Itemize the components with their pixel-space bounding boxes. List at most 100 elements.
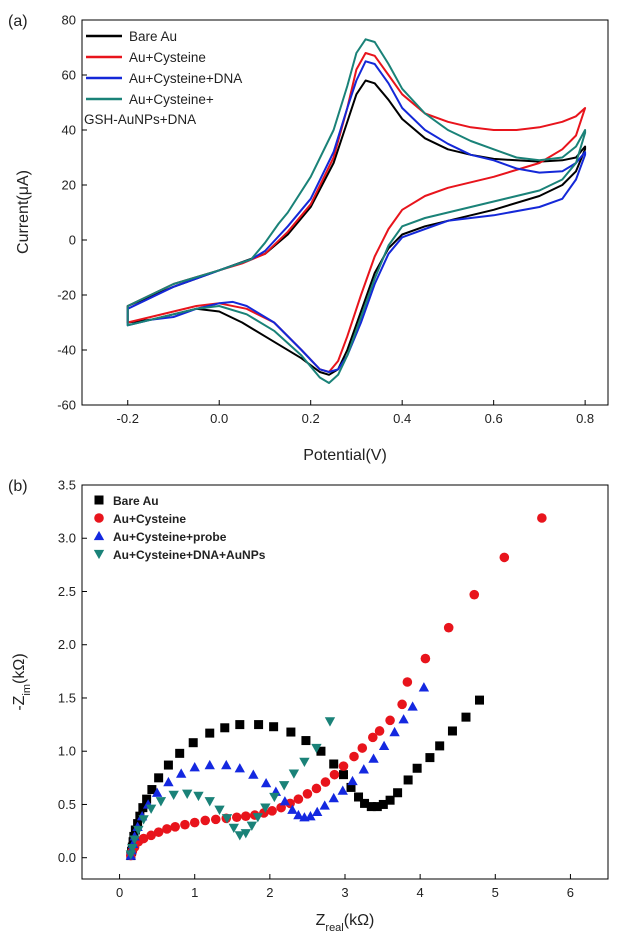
- data-point-au-cysteine-probe: [378, 740, 390, 751]
- legend-marker-au-cysteine-dna-aunps: [93, 549, 105, 560]
- panel-a-y-tick-label: 60: [62, 68, 76, 83]
- data-point-bare-au: [366, 802, 376, 812]
- data-point-au-cysteine: [402, 677, 413, 687]
- panel-a-x-tick-label: 0.8: [576, 411, 594, 426]
- panel-b-y-tick-label: 0.5: [58, 797, 76, 812]
- data-point-bare-au: [412, 763, 422, 773]
- data-point-bare-au: [354, 792, 364, 802]
- panel-b-label: (b): [8, 478, 28, 495]
- data-point-au-cysteine-dna-aunps: [234, 831, 245, 841]
- data-point-au-cysteine-probe: [279, 796, 291, 806]
- legend-label-au-cysteine: Au+Cysteine: [129, 50, 206, 65]
- panel-a-label: (a): [8, 13, 28, 30]
- data-point-au-cysteine-probe: [319, 800, 330, 810]
- panel-b-x-tick-label: 6: [567, 885, 574, 900]
- data-point-au-cysteine: [357, 743, 368, 753]
- panel-a-legend: Bare Au Au+Cysteine Au+Cysteine+DNA Au+Cyst…: [84, 29, 242, 127]
- data-point-au-cysteine: [420, 653, 431, 664]
- panel-b-y-tick-label: 3.5: [58, 478, 76, 493]
- data-point-au-cysteine-probe: [176, 768, 187, 778]
- legend-label-au-cysteine-dna: Au+Cysteine+DNA: [129, 71, 242, 86]
- data-point-au-cysteine: [374, 726, 385, 736]
- data-point-au-cysteine: [469, 589, 480, 600]
- data-point-bare-au: [254, 720, 264, 730]
- data-point-au-cysteine: [267, 806, 277, 816]
- series-au-cysteine-dna-aunps: [125, 717, 336, 860]
- data-point-bare-au: [235, 720, 245, 730]
- data-point-au-cysteine-dna-aunps: [138, 815, 149, 825]
- panel-b-legend: Bare Au Au+Cysteine Au+Cysteine+probe Au+Cy…: [93, 494, 266, 562]
- data-point-au-cysteine-dna-aunps: [133, 825, 144, 836]
- data-point-au-cysteine: [537, 513, 547, 523]
- data-point-au-cysteine: [443, 622, 454, 633]
- data-point-au-cysteine-dna-aunps: [240, 829, 251, 839]
- data-point-bare-au: [338, 770, 348, 780]
- data-point-au-cysteine-dna-aunps: [204, 797, 215, 807]
- panel-b-x-tick-label: 2: [266, 885, 273, 900]
- data-point-bare-au: [329, 759, 339, 769]
- panel-b-x-tick-label: 4: [417, 885, 424, 900]
- panel-b: (b) 0 1 2 3 4 5 6 0.0 0.5 1.0 1.5 2.0 2.5 3.0 3.5 Zre…: [8, 478, 609, 934]
- data-point-bare-au: [220, 723, 230, 733]
- data-point-bare-au: [393, 788, 403, 798]
- data-point-au-cysteine-probe: [418, 682, 430, 692]
- panel-a-frame: [81, 19, 609, 406]
- data-point-au-cysteine-probe: [151, 787, 163, 797]
- data-point-au-cysteine-dna-aunps: [324, 717, 336, 727]
- data-point-au-cysteine-probe: [163, 776, 174, 787]
- data-point-bare-au: [154, 773, 164, 783]
- legend-marker-au-cysteine-probe: [93, 530, 105, 541]
- panel-a-x-tick-label: 0.6: [485, 411, 503, 426]
- data-point-au-cysteine-dna-aunps: [155, 797, 167, 807]
- data-point-au-cysteine-dna-aunps: [127, 843, 138, 854]
- panel-b-y-tick-label: 0.0: [58, 850, 76, 865]
- panel-a-x-tick-label: 0.2: [302, 411, 320, 426]
- data-point-bare-au: [269, 722, 279, 732]
- data-point-au-cysteine-probe: [260, 777, 272, 788]
- data-point-au-cysteine: [397, 699, 407, 710]
- legend-label-bare-au: Bare Au: [113, 494, 159, 508]
- data-point-au-cysteine-probe: [337, 785, 348, 795]
- data-point-au-cysteine-dna-aunps: [252, 813, 264, 823]
- data-point-bare-au: [147, 785, 157, 795]
- panel-a-y-tick-label: 20: [62, 178, 76, 193]
- data-point-au-cysteine-probe: [248, 769, 259, 779]
- data-point-au-cysteine: [349, 751, 359, 762]
- data-point-au-cysteine-dna-aunps: [246, 821, 257, 831]
- panel-a-y-tick-label: 0: [69, 233, 76, 248]
- panel-b-frame: [81, 484, 609, 880]
- panel-b-x-tick-label: 0: [116, 885, 123, 900]
- data-point-bare-au: [163, 760, 173, 770]
- data-point-au-cysteine-dna-aunps: [125, 850, 137, 860]
- data-point-au-cysteine: [241, 811, 251, 821]
- data-point-bare-au: [188, 738, 198, 748]
- data-point-au-cysteine-dna-aunps: [168, 790, 179, 801]
- series-au-cysteine-probe: [125, 682, 430, 860]
- panel-b-y-tick-label: 1.5: [58, 690, 76, 705]
- data-point-au-cysteine: [146, 830, 156, 841]
- data-point-au-cysteine-dna-aunps: [299, 757, 310, 768]
- panel-a-x-axis-label: Potential(V): [303, 447, 387, 464]
- panel-b-y-tick-label: 3.0: [58, 531, 76, 546]
- data-point-au-cysteine: [162, 824, 172, 834]
- data-point-au-cysteine-dna-aunps: [311, 743, 322, 754]
- panel-a-x-tick-label: 0.0: [210, 411, 228, 426]
- panel-a-y-tick-label: -60: [57, 398, 76, 413]
- panel-b-y-tick-label: 2.5: [58, 584, 76, 599]
- cv-curve-au-cysteine-dna: [126, 60, 587, 373]
- data-point-au-cysteine-dna-aunps: [221, 814, 233, 824]
- panel-a-y-tick-label: -20: [57, 288, 76, 303]
- data-point-bare-au: [403, 775, 413, 785]
- data-point-bare-au: [360, 798, 370, 808]
- data-point-au-cysteine-probe: [407, 701, 418, 711]
- data-point-bare-au: [461, 712, 471, 722]
- data-point-bare-au: [316, 746, 326, 756]
- data-point-bare-au: [435, 741, 445, 751]
- panel-a-y-axis-label: Current(μA): [15, 170, 32, 254]
- data-point-bare-au: [301, 736, 311, 746]
- data-point-au-cysteine: [293, 794, 304, 804]
- data-point-au-cysteine-probe: [204, 759, 215, 770]
- data-point-au-cysteine-probe: [347, 775, 358, 786]
- data-point-au-cysteine-dna-aunps: [182, 789, 193, 799]
